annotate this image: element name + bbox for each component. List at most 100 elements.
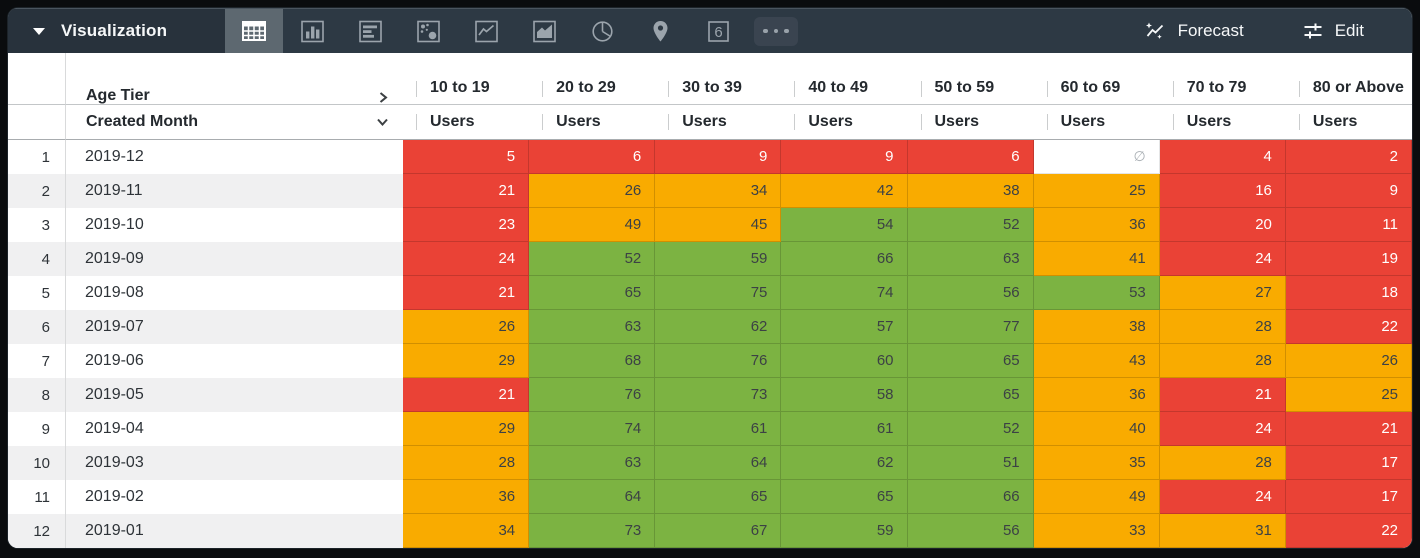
value-cell[interactable]: 21	[403, 378, 530, 412]
value-cell[interactable]: 6	[907, 140, 1034, 174]
measure-column-header[interactable]: Users	[403, 105, 530, 140]
value-cell[interactable]: 27	[1159, 276, 1286, 310]
value-cell[interactable]: 9	[1285, 174, 1412, 208]
value-cell[interactable]: 67	[655, 514, 782, 548]
measure-column-header[interactable]: Users	[529, 105, 656, 140]
value-cell[interactable]: 20	[1159, 208, 1286, 242]
viz-type-more-tab[interactable]	[747, 9, 805, 53]
value-cell[interactable]: 76	[655, 344, 782, 378]
value-cell[interactable]: 49	[529, 208, 656, 242]
value-cell[interactable]: 25	[1285, 378, 1412, 412]
value-cell[interactable]: 77	[907, 310, 1034, 344]
visualization-dropdown[interactable]: Visualization	[8, 9, 225, 53]
value-cell[interactable]: 68	[529, 344, 656, 378]
value-cell[interactable]: 64	[529, 480, 656, 514]
measure-column-header[interactable]: Users	[907, 105, 1034, 140]
value-cell[interactable]: 38	[907, 174, 1034, 208]
value-cell[interactable]: 73	[655, 378, 782, 412]
value-cell[interactable]: 25	[1033, 174, 1160, 208]
value-cell[interactable]: 73	[529, 514, 656, 548]
forecast-button[interactable]: Forecast	[1143, 19, 1244, 43]
value-cell[interactable]: 53	[1033, 276, 1160, 310]
value-cell[interactable]: 18	[1285, 276, 1412, 310]
pivot-column-header[interactable]: 80 or Above	[1285, 53, 1412, 105]
pivot-column-header[interactable]: 40 to 49	[781, 53, 908, 105]
value-cell[interactable]: 65	[655, 480, 782, 514]
value-cell[interactable]: 62	[655, 310, 782, 344]
value-cell[interactable]: 40	[1033, 412, 1160, 446]
value-cell[interactable]: 52	[529, 242, 656, 276]
value-cell[interactable]: 6	[529, 140, 656, 174]
value-cell[interactable]: 65	[529, 276, 656, 310]
value-cell[interactable]: 9	[655, 140, 782, 174]
value-cell[interactable]: 51	[907, 446, 1034, 480]
measure-column-header[interactable]: Users	[781, 105, 908, 140]
viz-type-line-tab[interactable]	[457, 9, 515, 53]
value-cell[interactable]: 31	[1159, 514, 1286, 548]
value-cell[interactable]: 49	[1033, 480, 1160, 514]
value-cell[interactable]: 61	[781, 412, 908, 446]
value-cell[interactable]: 45	[655, 208, 782, 242]
value-cell[interactable]: 34	[655, 174, 782, 208]
value-cell[interactable]: 52	[907, 412, 1034, 446]
value-cell[interactable]: 65	[781, 480, 908, 514]
value-cell[interactable]: 22	[1285, 310, 1412, 344]
value-cell[interactable]: 26	[529, 174, 656, 208]
value-cell[interactable]: 24	[1159, 242, 1286, 276]
value-cell[interactable]: 43	[1033, 344, 1160, 378]
measure-column-header[interactable]: Users	[1033, 105, 1160, 140]
value-cell[interactable]: 29	[403, 412, 530, 446]
viz-type-area-tab[interactable]	[515, 9, 573, 53]
pivot-column-header[interactable]: 60 to 69	[1033, 53, 1160, 105]
value-cell[interactable]: 19	[1285, 242, 1412, 276]
value-cell[interactable]: 58	[781, 378, 908, 412]
value-cell[interactable]: 65	[907, 378, 1034, 412]
measure-column-header[interactable]: Users	[655, 105, 782, 140]
value-cell[interactable]: 56	[907, 514, 1034, 548]
pivot-column-header[interactable]: 20 to 29	[529, 53, 656, 105]
value-cell[interactable]: 11	[1285, 208, 1412, 242]
value-cell[interactable]: 62	[781, 446, 908, 480]
value-cell[interactable]: 74	[529, 412, 656, 446]
value-cell[interactable]: 52	[907, 208, 1034, 242]
value-cell[interactable]: 21	[1159, 378, 1286, 412]
value-cell[interactable]: 24	[1159, 412, 1286, 446]
value-cell[interactable]: 34	[403, 514, 530, 548]
value-cell[interactable]: 54	[781, 208, 908, 242]
pivot-column-header[interactable]: 10 to 19	[403, 53, 530, 105]
value-cell[interactable]: 26	[1285, 344, 1412, 378]
edit-button[interactable]: Edit	[1302, 20, 1364, 42]
value-cell[interactable]: 63	[529, 446, 656, 480]
value-cell[interactable]: 28	[1159, 310, 1286, 344]
value-cell[interactable]: 36	[1033, 378, 1160, 412]
value-cell[interactable]: 28	[1159, 446, 1286, 480]
null-value-cell[interactable]: ∅	[1033, 140, 1160, 174]
pivot-column-header[interactable]: 70 to 79	[1159, 53, 1286, 105]
value-cell[interactable]: 21	[403, 276, 530, 310]
value-cell[interactable]: 66	[907, 480, 1034, 514]
value-cell[interactable]: 65	[907, 344, 1034, 378]
value-cell[interactable]: 74	[781, 276, 908, 310]
value-cell[interactable]: 42	[781, 174, 908, 208]
value-cell[interactable]: 21	[1285, 412, 1412, 446]
value-cell[interactable]: 36	[1033, 208, 1160, 242]
value-cell[interactable]: 16	[1159, 174, 1286, 208]
viz-type-table-tab[interactable]	[225, 9, 283, 53]
value-cell[interactable]: 76	[529, 378, 656, 412]
value-cell[interactable]: 75	[655, 276, 782, 310]
pivot-column-header[interactable]: 50 to 59	[907, 53, 1034, 105]
value-cell[interactable]: 9	[781, 140, 908, 174]
value-cell[interactable]: 57	[781, 310, 908, 344]
value-cell[interactable]: 29	[403, 344, 530, 378]
value-cell[interactable]: 17	[1285, 446, 1412, 480]
value-cell[interactable]: 22	[1285, 514, 1412, 548]
value-cell[interactable]: 60	[781, 344, 908, 378]
viz-type-pie-tab[interactable]	[573, 9, 631, 53]
value-cell[interactable]: 56	[907, 276, 1034, 310]
value-cell[interactable]: 36	[403, 480, 530, 514]
viz-type-single-value-tab[interactable]: 6	[689, 9, 747, 53]
viz-type-bar-tab[interactable]	[283, 9, 341, 53]
value-cell[interactable]: 59	[655, 242, 782, 276]
pivot-field-header[interactable]: Age Tier	[66, 53, 403, 105]
value-cell[interactable]: 63	[529, 310, 656, 344]
